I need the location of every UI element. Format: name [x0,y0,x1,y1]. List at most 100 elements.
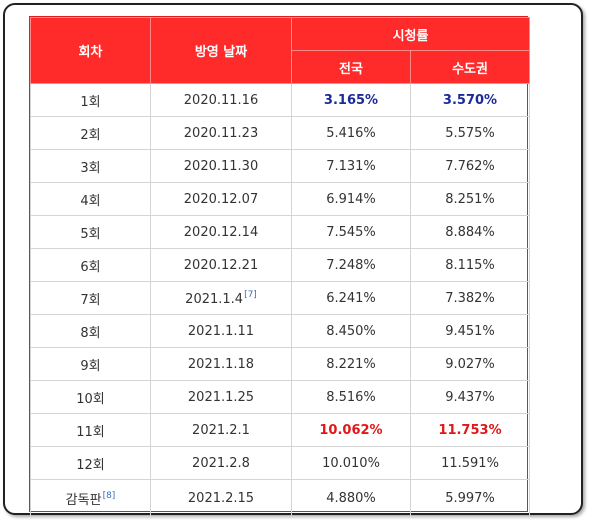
table-row: 10회 2021.1.25 8.516% 9.437% [30,380,531,414]
episode-cell: 4회 [30,182,151,216]
nationwide-cell: 5.416% [291,116,411,150]
nationwide-cell: 7.131% [291,149,411,183]
table-row: 2회 2020.11.23 5.416% 5.575% [30,116,531,150]
nationwide-cell: 6.241% [291,281,411,315]
episode-cell-text: 10회 [76,391,105,407]
nationwide-cell: 8.516% [291,380,411,414]
capital-area-cell-text: 8.251% [445,191,495,207]
nationwide-cell: 3.165% [291,83,411,117]
air-date-cell-text: 2020.12.14 [183,224,259,240]
air-date-cell: 2020.12.14 [150,215,292,249]
table-row: 8회 2021.1.11 8.450% 9.451% [30,314,531,348]
footnote-link[interactable]: [7] [244,289,257,300]
air-date-cell: 2020.11.30 [150,149,292,183]
nationwide-cell-text: 10.062% [319,422,383,438]
episode-cell: 1회 [30,83,151,117]
table-row: 12회 2021.2.8 10.010% 11.591% [30,446,531,480]
episode-cell: 2회 [30,116,151,150]
episode-cell-text: 2회 [80,127,101,143]
nationwide-cell-text: 8.221% [326,356,376,372]
ratings-table-container: 회차 방영 날짜 시청률 전국 수도권 1회 2020.11.16 3.165% 3.… [29,16,531,517]
episode-cell: 감독판[8] [30,479,151,517]
air-date-cell: 2021.2.8 [150,446,292,480]
air-date-cell-text: 2021.1.11 [187,323,255,339]
capital-area-cell-text: 9.027% [445,356,495,372]
episode-cell: 3회 [30,149,151,183]
episode-cell-text: 8회 [80,325,101,341]
capital-area-cell: 8.115% [409,248,531,282]
capital-area-cell-text: 9.437% [445,389,495,405]
table-row: 1회 2020.11.16 3.165% 3.570% [30,83,531,117]
nationwide-cell-text: 8.450% [326,323,376,339]
episode-cell-text: 11회 [76,424,105,440]
episode-cell-text: 6회 [80,259,101,275]
capital-area-cell: 8.251% [409,182,531,216]
capital-area-cell-text: 3.570% [442,92,498,108]
table-body: 1회 2020.11.16 3.165% 3.570% 2회 2020.11.23 5.41… [30,83,531,517]
ratings-table: 회차 방영 날짜 시청률 전국 수도권 1회 2020.11.16 3.165% 3.… [30,17,531,517]
capital-area-cell-text: 5.997% [445,490,495,506]
nationwide-cell: 8.450% [291,314,411,348]
capital-area-cell: 3.570% [409,83,531,117]
capital-area-cell-text: 8.884% [445,224,495,240]
capital-area-cell-text: 11.753% [438,422,502,438]
nationwide-cell-text: 8.516% [326,389,376,405]
air-date-cell-text: 2020.11.16 [183,92,259,108]
air-date-cell: 2020.12.07 [150,182,292,216]
nationwide-cell-text: 6.241% [326,290,376,306]
air-date-cell-text: 2021.1.25 [187,389,255,405]
episode-cell: 5회 [30,215,151,249]
episode-cell: 11회 [30,413,151,447]
screenshot-frame: 회차 방영 날짜 시청률 전국 수도권 1회 2020.11.16 3.165% 3.… [3,3,583,517]
nationwide-cell-text: 5.416% [326,125,376,141]
nationwide-cell-text: 6.914% [326,191,376,207]
nationwide-cell: 10.062% [291,413,411,447]
nationwide-cell-text: 10.010% [322,455,380,471]
episode-cell: 7회 [30,281,151,315]
nationwide-cell-text: 7.545% [326,224,376,240]
nationwide-cell-text: 7.131% [326,158,376,174]
air-date-cell: 2020.11.16 [150,83,292,117]
header-capital-area: 수도권 [409,50,531,84]
nationwide-cell: 6.914% [291,182,411,216]
nationwide-cell: 10.010% [291,446,411,480]
capital-area-cell: 11.753% [409,413,531,447]
nationwide-cell-text: 4.880% [326,490,376,506]
air-date-cell-text: 2021.2.1 [192,422,250,438]
air-date-cell: 2021.1.4[7] [150,281,292,315]
table-row: 4회 2020.12.07 6.914% 8.251% [30,182,531,216]
capital-area-cell-text: 9.451% [445,323,495,339]
table-row: 11회 2021.2.1 10.062% 11.753% [30,413,531,447]
episode-cell: 10회 [30,380,151,414]
episode-cell-text: 5회 [80,226,101,242]
episode-cell-text: 3회 [80,160,101,176]
episode-cell-text: 12회 [76,457,105,473]
capital-area-cell-text: 5.575% [445,125,495,141]
nationwide-cell-text: 7.248% [326,257,376,273]
air-date-cell: 2020.11.23 [150,116,292,150]
capital-area-cell-text: 7.762% [445,158,495,174]
air-date-cell: 2020.12.21 [150,248,292,282]
footnote-link[interactable]: [8] [102,490,116,501]
table-row: 3회 2020.11.30 7.131% 7.762% [30,149,531,183]
air-date-cell: 2021.1.18 [150,347,292,381]
table-row: 5회 2020.12.14 7.545% 8.884% [30,215,531,249]
capital-area-cell: 11.591% [409,446,531,480]
table-row: 9회 2021.1.18 8.221% 9.027% [30,347,531,381]
nationwide-cell: 7.248% [291,248,411,282]
capital-area-cell: 7.762% [409,149,531,183]
header-ratings: 시청률 [290,17,531,51]
capital-area-cell: 9.451% [409,314,531,348]
capital-area-cell-text: 7.382% [445,290,495,306]
air-date-cell-text: 2020.12.07 [183,191,259,207]
episode-cell: 6회 [30,248,151,282]
episode-cell: 9회 [30,347,151,381]
air-date-cell-text: 2020.11.30 [183,158,259,174]
episode-cell-text: 7회 [80,292,101,308]
capital-area-cell: 5.997% [409,479,531,517]
air-date-cell-text: 2021.2.8 [192,455,250,471]
episode-cell-text: 4회 [80,193,101,209]
air-date-cell-text: 2021.1.4 [185,291,244,307]
episode-cell-text: 9회 [80,358,101,374]
header-episode: 회차 [30,17,151,84]
